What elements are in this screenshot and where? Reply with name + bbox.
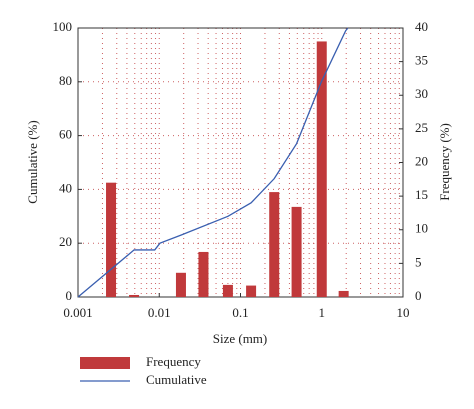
y-tick-label: 20: [59, 234, 72, 249]
x-tick-label: 0.001: [63, 305, 92, 320]
y-axis-title: Cumulative (%): [25, 120, 40, 203]
y2-tick-label: 35: [415, 53, 428, 68]
y-tick-label: 60: [59, 127, 72, 142]
legend-swatch: [80, 357, 130, 369]
x-tick-label: 0.1: [232, 305, 248, 320]
y2-tick-label: 20: [415, 153, 428, 168]
x-tick-label: 1: [319, 305, 326, 320]
y2-tick-label: 10: [415, 221, 428, 236]
y-tick-label: 40: [59, 180, 72, 195]
y2-tick-label: 30: [415, 86, 428, 101]
y2-tick-label: 5: [415, 254, 422, 269]
line: [77, 27, 349, 298]
y2-tick-label: 40: [415, 19, 428, 34]
x-tick-label: 0.01: [148, 305, 171, 320]
bar: [246, 285, 257, 297]
bar: [316, 41, 327, 298]
bar: [129, 294, 140, 297]
plot-frame: [77, 27, 404, 298]
bar: [106, 182, 117, 297]
y-tick-label: 0: [66, 288, 73, 303]
y-tick-label: 80: [59, 73, 72, 88]
y2-axis-title: Frequency (%): [437, 123, 452, 201]
y2-tick-label: 15: [415, 187, 428, 202]
bar: [175, 272, 186, 297]
x-tick-label: 10: [397, 305, 410, 320]
y2-tick-label: 25: [415, 120, 428, 135]
bar: [222, 284, 233, 297]
bar: [338, 290, 349, 297]
bar: [198, 251, 209, 297]
x-axis-title: Size (mm): [213, 331, 268, 346]
bar: [269, 192, 280, 297]
legend-label: Frequency: [146, 354, 201, 369]
y-tick-label: 100: [53, 19, 73, 34]
y2-tick-label: 0: [415, 288, 422, 303]
bar: [291, 206, 302, 297]
legend-label: Cumulative: [146, 372, 207, 387]
